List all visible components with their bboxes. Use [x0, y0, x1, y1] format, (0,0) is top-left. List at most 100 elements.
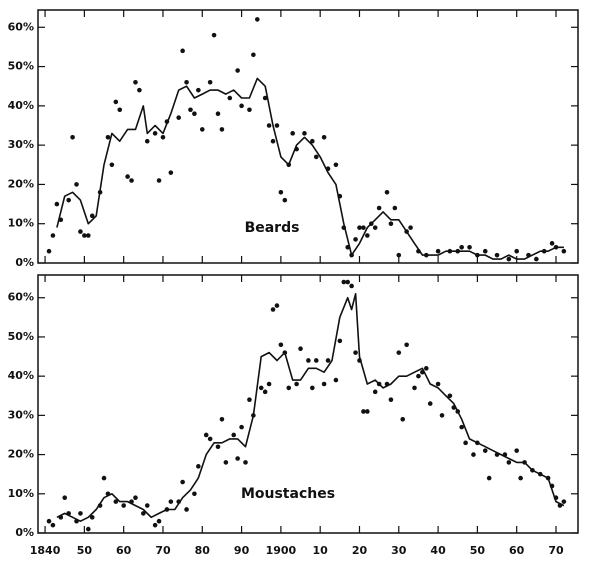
data-point	[526, 252, 531, 258]
x-tick-label: 60	[116, 544, 132, 557]
data-point	[561, 248, 567, 254]
data-point	[46, 248, 52, 254]
data-point	[514, 248, 519, 254]
data-point	[459, 424, 464, 430]
data-point	[207, 436, 213, 442]
y-tick-label: 60%	[8, 20, 34, 33]
y-tick-label: 50%	[8, 60, 34, 73]
panel-label: Moustaches	[241, 486, 335, 502]
data-point	[46, 518, 52, 524]
data-point	[105, 491, 111, 497]
data-point	[306, 358, 311, 363]
y-tick-label: 40%	[8, 369, 34, 382]
data-point	[227, 95, 233, 101]
data-point	[337, 193, 343, 199]
data-point	[203, 432, 209, 438]
data-point	[506, 460, 512, 465]
data-point	[192, 111, 197, 117]
data-point	[561, 499, 567, 504]
data-point	[266, 381, 272, 387]
data-point	[341, 279, 347, 285]
data-point	[388, 397, 394, 402]
data-point	[274, 123, 280, 128]
y-tick-label: 60%	[8, 291, 34, 304]
data-point	[345, 244, 350, 250]
data-point	[482, 448, 488, 453]
data-point	[412, 385, 417, 391]
x-tick-label: 70	[548, 544, 564, 557]
data-point	[313, 154, 319, 160]
data-point	[553, 244, 559, 250]
data-point	[156, 518, 162, 524]
data-point	[258, 385, 264, 391]
data-point	[78, 511, 83, 516]
data-point	[482, 248, 488, 254]
data-point	[408, 225, 413, 230]
data-point	[89, 213, 95, 219]
data-point	[321, 134, 327, 140]
data-point	[219, 416, 225, 422]
data-point	[215, 111, 221, 117]
data-point	[486, 475, 492, 481]
data-point	[223, 460, 229, 465]
data-point	[97, 189, 103, 195]
data-point	[180, 479, 185, 485]
data-point	[129, 499, 134, 504]
data-point	[144, 503, 150, 508]
data-point	[176, 115, 181, 120]
data-point	[321, 381, 327, 387]
data-point	[70, 134, 75, 140]
data-point	[290, 131, 295, 136]
data-point	[235, 456, 240, 461]
data-point	[384, 189, 390, 195]
data-point	[282, 197, 288, 203]
data-point	[447, 393, 453, 399]
data-point	[152, 522, 158, 528]
data-point	[74, 182, 79, 187]
data-point	[400, 416, 406, 422]
data-point	[125, 174, 130, 179]
panel-label: Beards	[245, 220, 300, 236]
data-point	[463, 440, 468, 446]
data-point	[243, 460, 248, 465]
data-point	[376, 381, 382, 387]
data-point	[105, 134, 111, 140]
data-point	[133, 79, 138, 85]
data-point	[345, 279, 350, 285]
data-point	[207, 79, 213, 85]
data-point	[164, 507, 170, 512]
data-point	[82, 233, 87, 238]
data-point	[117, 107, 123, 113]
data-point	[282, 350, 288, 355]
data-point	[298, 346, 303, 352]
data-point	[333, 377, 339, 383]
data-point	[251, 52, 256, 58]
data-point	[416, 373, 421, 379]
data-point	[184, 507, 189, 512]
data-point	[310, 385, 315, 391]
data-point	[361, 225, 366, 230]
data-point	[475, 440, 480, 446]
y-tick-label: 30%	[8, 408, 34, 421]
data-point	[109, 162, 115, 168]
data-point	[286, 162, 292, 168]
data-point	[392, 205, 398, 211]
data-point	[66, 511, 71, 516]
data-point	[459, 244, 464, 250]
data-point	[404, 342, 409, 348]
y-tick-label: 10%	[8, 217, 34, 230]
y-tick-label: 30%	[8, 138, 34, 151]
data-point	[294, 381, 299, 387]
data-point	[121, 503, 126, 508]
data-point	[251, 413, 256, 418]
data-point	[384, 381, 390, 387]
data-point	[310, 138, 315, 144]
data-point	[357, 225, 362, 230]
data-point	[294, 146, 299, 152]
data-point	[247, 107, 252, 113]
data-point	[361, 409, 366, 414]
data-point	[180, 48, 185, 54]
y-tick-label: 20%	[8, 177, 34, 190]
data-point	[502, 452, 508, 457]
data-point	[325, 358, 331, 363]
